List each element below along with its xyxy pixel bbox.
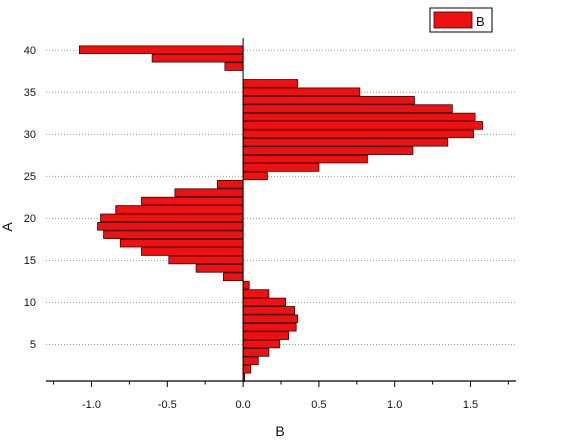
bar-40 xyxy=(78,45,244,55)
bar-23 xyxy=(174,188,244,197)
legend-swatch xyxy=(433,11,473,29)
bar-6 xyxy=(242,331,289,340)
x-tick-label-0.5: 0.5 xyxy=(311,399,326,411)
bar-10 xyxy=(242,297,286,307)
bar-21 xyxy=(115,205,244,214)
y-tick-label-10: 10 xyxy=(24,297,36,309)
bar-22 xyxy=(141,196,244,206)
bar-20 xyxy=(100,213,244,223)
bar-4 xyxy=(242,348,270,357)
y-tick-label-20: 20 xyxy=(24,213,36,225)
bar-33 xyxy=(242,104,453,113)
x-tick-label-1.5: 1.5 xyxy=(463,399,478,411)
bar-34 xyxy=(242,95,415,105)
bar-8 xyxy=(242,314,299,324)
bar-31 xyxy=(242,121,484,130)
x-tick-label-0.0: 0.0 xyxy=(235,399,250,411)
y-tick-label-30: 30 xyxy=(24,129,36,141)
bar-17 xyxy=(119,238,244,248)
bar-12 xyxy=(242,280,250,290)
bar-9 xyxy=(242,306,296,315)
x-tick-label-1.0: 1.0 xyxy=(387,399,402,411)
bar-28 xyxy=(242,146,414,155)
y-axis-label: A xyxy=(0,222,15,232)
bar-16 xyxy=(141,247,244,256)
bar-38 xyxy=(224,62,244,71)
bar-24 xyxy=(216,180,244,189)
y-tick-label-40: 40 xyxy=(24,45,36,57)
bar-35 xyxy=(242,87,361,97)
bar-36 xyxy=(242,79,299,88)
bar-27 xyxy=(242,154,368,164)
bar-19 xyxy=(97,222,244,231)
bar-5 xyxy=(242,339,280,349)
bar-25 xyxy=(242,171,268,181)
bars xyxy=(78,45,484,382)
bar-3 xyxy=(242,356,259,366)
bar-7 xyxy=(242,322,297,332)
x-tick-label--1.0: -1.0 xyxy=(82,399,101,411)
y-tick-label-35: 35 xyxy=(24,87,36,99)
bar-29 xyxy=(242,137,449,147)
y-tick-label-15: 15 xyxy=(24,255,36,267)
bar-13 xyxy=(222,272,244,282)
legend: B xyxy=(429,7,493,33)
bar-18 xyxy=(103,230,244,239)
y-tick-label-5: 5 xyxy=(30,339,36,351)
bar-30 xyxy=(242,129,474,139)
axes xyxy=(46,38,516,387)
bar-14 xyxy=(195,264,244,273)
legend-label: B xyxy=(476,14,485,29)
bar-26 xyxy=(242,163,320,172)
bar-15 xyxy=(168,255,244,265)
y-tick-label-25: 25 xyxy=(24,171,36,183)
x-axis-label: B xyxy=(275,423,284,437)
bar-39 xyxy=(151,53,244,63)
x-tick-label--0.5: -0.5 xyxy=(158,399,177,411)
tick-labels: -1.0 -0.5 0.0 0.5 1.0 1.5 5 10 15 20 25 30 35 40 xyxy=(24,45,478,411)
bar-2 xyxy=(242,364,252,374)
bar-11 xyxy=(242,289,270,298)
bar-32 xyxy=(242,112,476,122)
